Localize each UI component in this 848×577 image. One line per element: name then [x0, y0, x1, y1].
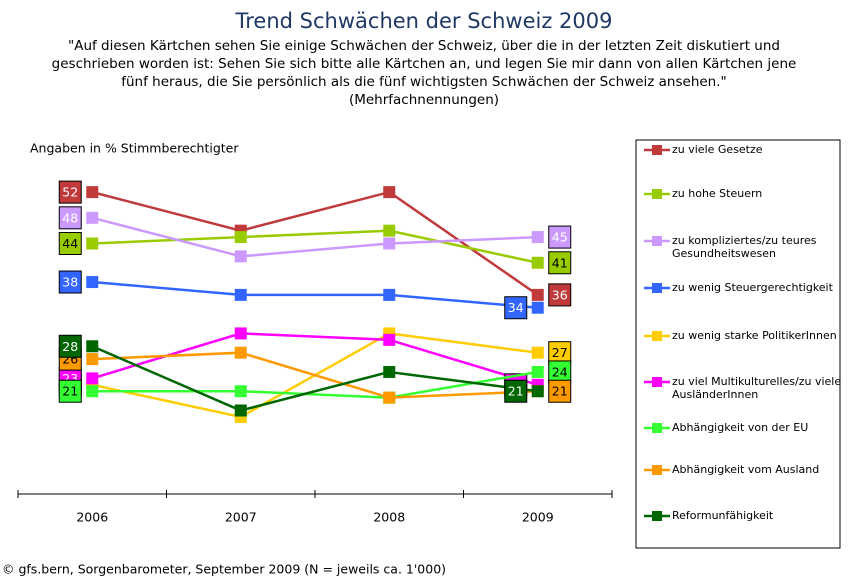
point [86, 340, 99, 353]
point [86, 385, 99, 398]
legend-marker [652, 189, 662, 199]
data-label: 45 [552, 230, 568, 245]
legend-label: zu hohe Steuern [672, 187, 763, 200]
point [531, 301, 544, 314]
point [531, 288, 544, 301]
data-label: 34 [508, 300, 524, 315]
point [234, 385, 247, 398]
point [234, 231, 247, 244]
data-label: 48 [62, 210, 78, 225]
data-label-box [504, 296, 528, 320]
legend-label: Abhängigkeit von der EU [672, 421, 809, 434]
point [86, 237, 99, 250]
point [234, 346, 247, 359]
point [531, 231, 544, 244]
point [234, 288, 247, 301]
series-line [92, 229, 539, 264]
source: © gfs.bern, Sorgenbarometer, September 2… [2, 562, 446, 577]
series-line [91, 345, 538, 412]
point [383, 237, 396, 250]
series-line [92, 370, 538, 399]
subtitle: geschrieben worden ist: Sehen Sie sich b… [52, 56, 797, 72]
legend-label: Reformunfähigkeit [672, 509, 774, 522]
point [234, 404, 247, 417]
data-label: 27 [552, 345, 568, 360]
x-tick-label: 2007 [225, 510, 257, 525]
data-label-box [504, 379, 528, 403]
data-label-box [58, 270, 82, 294]
data-label-box [58, 206, 82, 230]
point [383, 288, 396, 301]
legend-marker [652, 236, 662, 246]
y-axis-label: Angaben in % Stimmberechtigter [30, 141, 239, 156]
subtitle: fünf heraus, die Sie persönlich als die … [121, 74, 727, 90]
point [531, 385, 544, 398]
x-tick-label: 2009 [522, 510, 554, 525]
point [86, 353, 99, 366]
point [383, 224, 396, 237]
data-label: 36 [552, 287, 568, 302]
legend-label: Abhängigkeit vom Ausland [672, 463, 820, 476]
series-line [91, 332, 539, 387]
point [86, 372, 99, 385]
series-line [92, 280, 538, 309]
legend-marker [652, 423, 662, 433]
data-label: 38 [62, 275, 78, 290]
legend-marker [652, 377, 662, 387]
subtitle: (Mehrfachnennungen) [349, 92, 499, 108]
data-label: 44 [62, 236, 78, 251]
data-label-box [58, 334, 82, 358]
point [531, 365, 544, 378]
point [86, 276, 99, 289]
data-label-box [548, 251, 572, 275]
data-label-box [548, 283, 572, 307]
point [86, 211, 99, 224]
subtitle: "Auf diesen Kärtchen sehen Sie einige Sc… [68, 38, 780, 54]
data-label: 52 [62, 185, 78, 200]
data-label: 21 [508, 384, 524, 399]
series-line [92, 351, 538, 399]
x-tick-label: 2006 [76, 510, 108, 525]
data-label: 41 [552, 255, 568, 270]
point [383, 365, 396, 378]
point [531, 346, 544, 359]
legend-marker [652, 331, 662, 341]
series-line [91, 216, 538, 258]
legend-marker [652, 465, 662, 475]
x-tick-label: 2008 [373, 510, 405, 525]
point [383, 186, 396, 199]
legend-box [635, 139, 841, 549]
legend-label: zu wenig starke PolitikerInnen [672, 329, 837, 342]
point [86, 186, 99, 199]
legend-label: zu viel Multikulturelles/zu viele Auslän… [672, 375, 842, 401]
point [234, 327, 247, 340]
data-label-box [58, 379, 82, 403]
legend-label: zu wenig Steuergerechtigkeit [672, 281, 833, 294]
data-label-box [548, 379, 572, 403]
legend-label: zu kompliziertes/zu teures Gesundheitswe… [672, 234, 817, 260]
legend-label: zu viele Gesetze [672, 143, 763, 156]
legend-marker [652, 145, 662, 155]
data-label: 21 [552, 384, 568, 399]
data-label: 24 [552, 364, 568, 379]
data-label: 21 [62, 384, 78, 399]
point [383, 333, 396, 346]
series-line [91, 190, 539, 296]
point [234, 250, 247, 263]
legend-marker [652, 283, 662, 293]
data-label: 28 [62, 339, 78, 354]
legend-marker [652, 511, 662, 521]
data-label-box [58, 232, 82, 255]
point [531, 256, 544, 269]
point [383, 391, 396, 404]
chart-title: Trend Schwächen der Schweiz 2009 [235, 9, 613, 33]
data-label-box [58, 180, 82, 204]
data-label-box [548, 225, 572, 249]
